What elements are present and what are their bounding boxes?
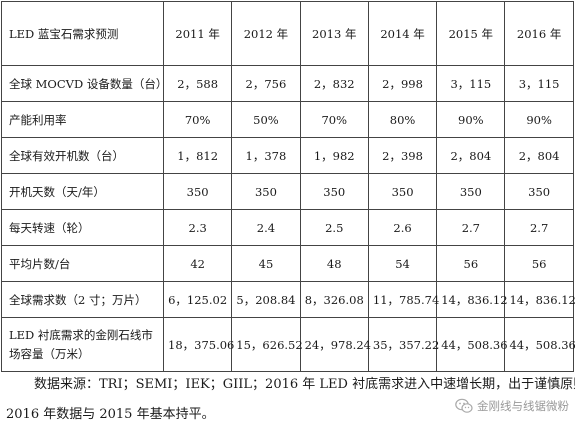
table-cell: 35，357.22: [367, 317, 439, 372]
row-label: 全球需求数（2 寸；万片）: [1, 281, 164, 318]
table-cell: 56: [436, 245, 506, 282]
table-cell: 15，626.52: [231, 317, 303, 372]
table-cell: 2，804: [436, 137, 506, 174]
table-row: 每天转速（轮） 2.3 2.4 2.5 2.6 2.7 2.7: [1, 209, 574, 246]
table-cell: 44，508.36: [436, 317, 508, 372]
table-cell: 2.6: [367, 209, 438, 246]
year-header: 2013 年: [299, 1, 369, 66]
table-cell: 350: [162, 173, 233, 210]
table-cell: 1，982: [299, 137, 369, 174]
row-label: 全球有效开机数（台）: [1, 137, 164, 174]
table-cell: 2.3: [162, 209, 233, 246]
table-cell: 90%: [504, 101, 574, 138]
year-header: 2014 年: [367, 1, 438, 66]
table-cell: 14，836.12: [504, 281, 575, 318]
table-header-label: LED 蓝宝石需求预测: [1, 1, 164, 66]
table-cell: 2，832: [299, 65, 369, 102]
table-cell: 350: [504, 173, 574, 210]
table-cell: 2.7: [436, 209, 506, 246]
table-cell: 1，812: [162, 137, 233, 174]
table-cell: 45: [231, 245, 301, 282]
year-header: 2011 年: [162, 1, 233, 66]
table-cell: 42: [162, 245, 233, 282]
table-cell: 90%: [436, 101, 506, 138]
table-cell: 14，836.12: [436, 281, 508, 318]
row-label: 开机天数（天/年）: [1, 173, 164, 210]
table-cell: 18，375.06: [162, 317, 234, 372]
table-cell: 11，785.74: [367, 281, 439, 318]
year-header: 2016 年: [504, 1, 574, 66]
table-cell: 2.4: [231, 209, 301, 246]
table-cell: 2，398: [367, 137, 438, 174]
table-cell: 24，978.24: [299, 317, 371, 372]
table-cell: 350: [231, 173, 301, 210]
table-cell: 350: [367, 173, 438, 210]
table-cell: 3，115: [436, 65, 506, 102]
source-note-line-2: 2016 年数据与 2015 年基本持平。: [6, 407, 215, 422]
table-cell: 2.5: [299, 209, 369, 246]
table-cell: 350: [436, 173, 506, 210]
table-cell: 48: [299, 245, 369, 282]
table-row: 全球 MOCVD 设备数量（台） 2，588 2，756 2，832 2，998…: [1, 65, 574, 102]
table-cell: 70%: [299, 101, 369, 138]
table-cell: 2.7: [504, 209, 574, 246]
table-row: 平均片数/台 42 45 48 54 56 56: [1, 245, 574, 282]
watermark: 金刚线与线锯微粉: [455, 398, 569, 414]
table-cell: 2，804: [504, 137, 574, 174]
watermark-text: 金刚线与线锯微粉: [477, 399, 569, 413]
source-note-line-1: 数据来源：TRI；SEMI；IEK；GIIL；2016 年 LED 衬底需求进入…: [34, 377, 575, 392]
table-cell: 56: [504, 245, 574, 282]
table-cell: 70%: [162, 101, 233, 138]
table-cell: 8，326.08: [299, 281, 369, 318]
table-row: 全球需求数（2 寸；万片） 6，125.02 5，208.84 8，326.08…: [1, 281, 575, 318]
table-cell: 2，588: [162, 65, 233, 102]
table-row: 全球有效开机数（台） 1，812 1，378 1，982 2，398 2，804…: [1, 137, 574, 174]
demand-forecast-table-container: LED 蓝宝石需求预测 2011 年 2012 年 2013 年 2014 年 …: [1, 1, 575, 372]
wechat-icon: [455, 398, 473, 413]
table-cell: 2，756: [231, 65, 301, 102]
table-cell: 1，378: [231, 137, 301, 174]
table-cell: 80%: [367, 101, 438, 138]
table-row: 开机天数（天/年） 350 350 350 350 350 350: [1, 173, 574, 210]
table-cell: 6，125.02: [162, 281, 233, 318]
row-label: 全球 MOCVD 设备数量（台）: [1, 65, 167, 102]
year-header: 2015 年: [436, 1, 506, 66]
table-cell: 3，115: [504, 65, 574, 102]
demand-forecast-table: LED 蓝宝石需求预测 2011 年 2012 年 2013 年 2014 年 …: [1, 1, 575, 372]
table-header-row: LED 蓝宝石需求预测 2011 年 2012 年 2013 年 2014 年 …: [1, 1, 574, 66]
table-cell: 5，208.84: [231, 281, 301, 318]
row-label: 平均片数/台: [1, 245, 164, 282]
table-cell: 2，998: [367, 65, 438, 102]
table-cell: 54: [367, 245, 438, 282]
table-cell: 50%: [231, 101, 301, 138]
year-header: 2012 年: [231, 1, 301, 66]
table-cell: 350: [299, 173, 369, 210]
source-notes: 数据来源：TRI；SEMI；IEK；GIIL；2016 年 LED 衬底需求进入…: [0, 370, 575, 430]
row-label: LED 衬底需求的金刚石线市场容量（万米）: [1, 317, 164, 372]
table-cell: 44，508.36: [504, 317, 575, 372]
row-label: 产能利用率: [1, 101, 164, 138]
table-row: 产能利用率 70% 50% 70% 80% 90% 90%: [1, 101, 574, 138]
row-label: 每天转速（轮）: [1, 209, 164, 246]
table-row: LED 衬底需求的金刚石线市场容量（万米） 18，375.06 15，626.5…: [1, 317, 575, 372]
